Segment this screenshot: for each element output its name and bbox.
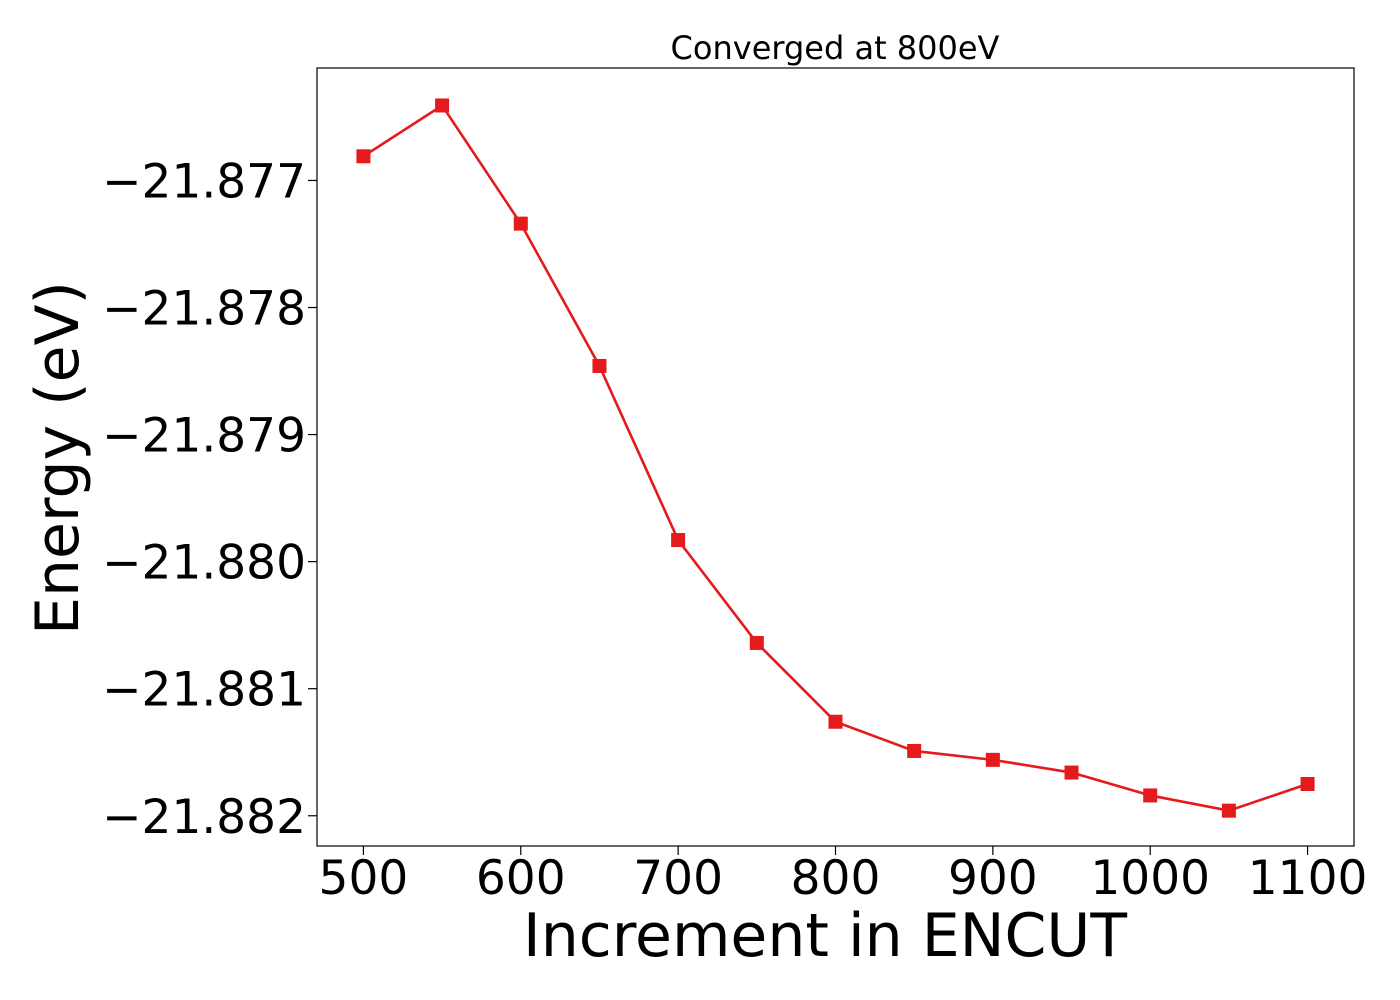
x-tick-label: 1000	[1090, 851, 1210, 906]
data-point-marker	[1221, 803, 1236, 818]
y-axis-label: Energy (eV)	[23, 281, 93, 635]
y-tick-label: −21.878	[102, 282, 306, 337]
x-axis-ticks: 500 600 700 800 900 1000 1100	[319, 846, 1368, 906]
plot-frame	[316, 67, 1355, 847]
x-tick-label: 600	[476, 851, 566, 906]
chart-title: Converged at 800eV	[671, 29, 1000, 67]
data-point-marker	[1064, 765, 1079, 780]
data-point-marker	[356, 149, 371, 164]
x-tick-label: 700	[633, 851, 723, 906]
series-layer	[356, 98, 1315, 818]
y-tick-label: −21.879	[102, 409, 306, 464]
x-tick-label: 500	[319, 851, 409, 906]
x-axis-label: Increment in ENCUT	[523, 901, 1127, 971]
data-point-marker	[1300, 776, 1315, 791]
y-axis-ticks: −21.877 −21.878 −21.879 −21.880 −21.881 −21.8…	[102, 154, 317, 845]
x-tick-label: 800	[791, 851, 881, 906]
y-tick-label: −21.880	[102, 536, 306, 591]
y-tick-label: −21.882	[102, 790, 306, 845]
x-tick-label: 900	[948, 851, 1038, 906]
data-point-marker	[592, 358, 607, 373]
y-tick-label: −21.881	[102, 663, 306, 718]
data-point-marker	[1143, 788, 1158, 803]
data-point-marker	[828, 714, 843, 729]
data-point-marker	[907, 743, 922, 758]
x-tick-label: 1100	[1248, 851, 1368, 906]
data-point-marker	[435, 98, 450, 113]
data-point-marker	[513, 216, 528, 231]
data-point-marker	[671, 533, 686, 548]
data-point-marker	[749, 635, 764, 650]
data-point-marker	[985, 752, 1000, 767]
y-tick-label: −21.877	[102, 154, 306, 209]
